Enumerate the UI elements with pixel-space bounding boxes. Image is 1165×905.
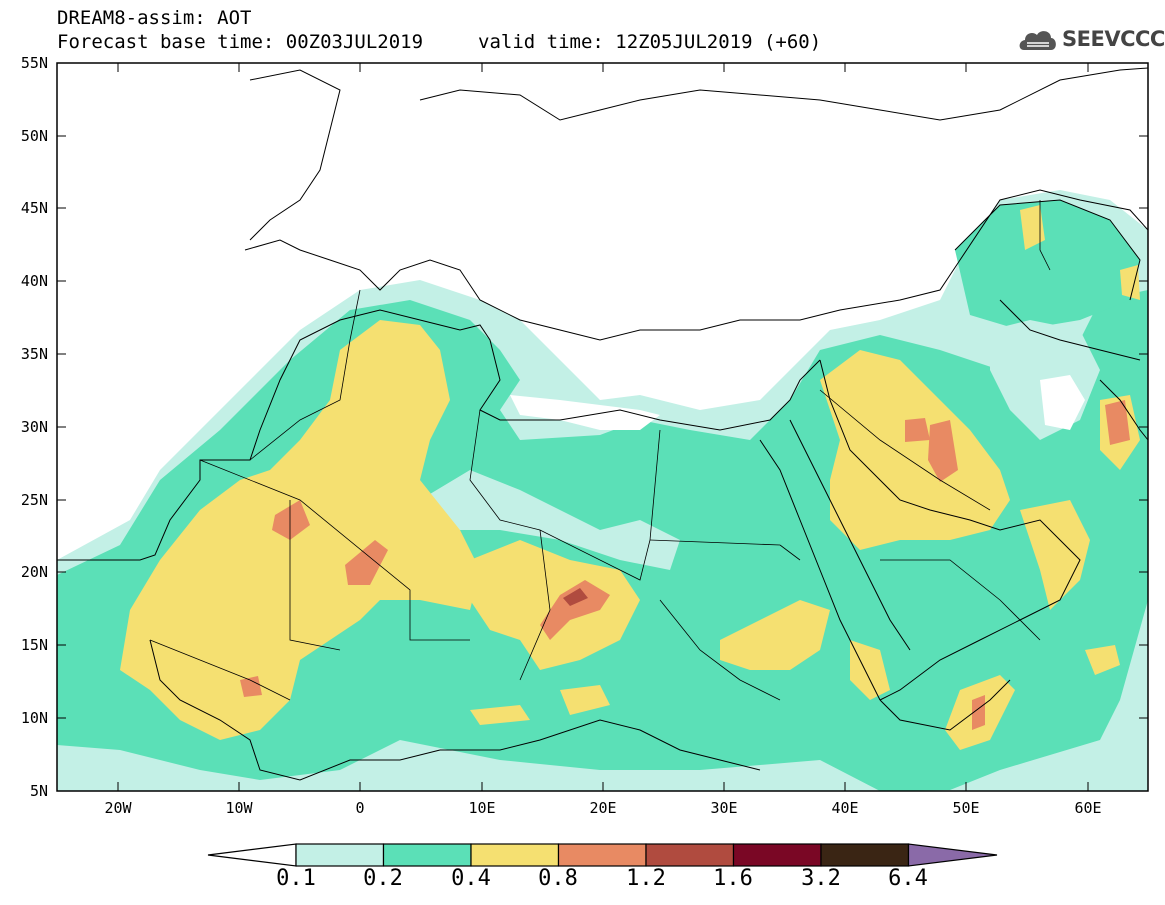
- lat-label: 10N: [20, 709, 48, 727]
- aot-region-1.2: [563, 588, 588, 606]
- colorbar-label: 0.1: [276, 866, 316, 891]
- aot-region-0.8: [272, 500, 310, 540]
- lat-label: 5N: [29, 782, 48, 800]
- lat-label: 15N: [20, 636, 48, 654]
- lat-label: 45N: [20, 199, 48, 217]
- colorbar-box: [470, 843, 560, 867]
- lon-label: 30E: [710, 799, 738, 817]
- colorbar-box: [382, 843, 472, 867]
- colorbar-label: 1.2: [626, 866, 666, 891]
- colorbar-label: 1.6: [713, 866, 753, 891]
- lat-label: 55N: [20, 54, 48, 72]
- colorbar-label: 0.2: [363, 866, 403, 891]
- colorbar-over-triangle: [907, 843, 998, 867]
- coastlines: [57, 67, 1148, 781]
- colorbar-box: [732, 843, 822, 867]
- lat-label: 40N: [20, 272, 48, 290]
- colorbar-box: [295, 843, 385, 867]
- lon-label: 0: [355, 799, 365, 817]
- axis-ticks: [57, 62, 1148, 791]
- colorbar-box: [820, 843, 910, 867]
- lat-label: 25N: [20, 491, 48, 509]
- colorbar-label: 6.4: [888, 866, 928, 891]
- lon-label: 10E: [468, 799, 496, 817]
- cloud-logo-icon: [1019, 31, 1056, 50]
- valid-time: valid time: 12Z05JUL2019 (+60): [478, 31, 822, 53]
- lat-label: 50N: [20, 127, 48, 145]
- colorbar-label: 0.4: [451, 866, 491, 891]
- lon-label: 20E: [589, 799, 617, 817]
- lon-label: 60E: [1074, 799, 1102, 817]
- seevccc-logo-text: SEEVCCC: [1062, 27, 1165, 51]
- colorbar-label: 0.8: [538, 866, 578, 891]
- forecast-base-time: Forecast base time: 00Z03JUL2019: [57, 31, 424, 53]
- lat-label: 30N: [20, 418, 48, 436]
- country-borders: [149, 200, 1051, 701]
- colorbar-box: [645, 843, 735, 867]
- lon-label: 50E: [952, 799, 980, 817]
- lon-label: 20W: [104, 799, 132, 817]
- lat-label: 35N: [20, 345, 48, 363]
- lat-label: 20N: [20, 563, 48, 581]
- lon-label: 10W: [225, 799, 253, 817]
- lon-label: 40E: [831, 799, 859, 817]
- colorbar-under-triangle: [207, 843, 297, 867]
- map-title: DREAM8-assim: AOT: [57, 7, 252, 29]
- colorbar-label: 3.2: [801, 866, 841, 891]
- colorbar-box: [557, 843, 647, 867]
